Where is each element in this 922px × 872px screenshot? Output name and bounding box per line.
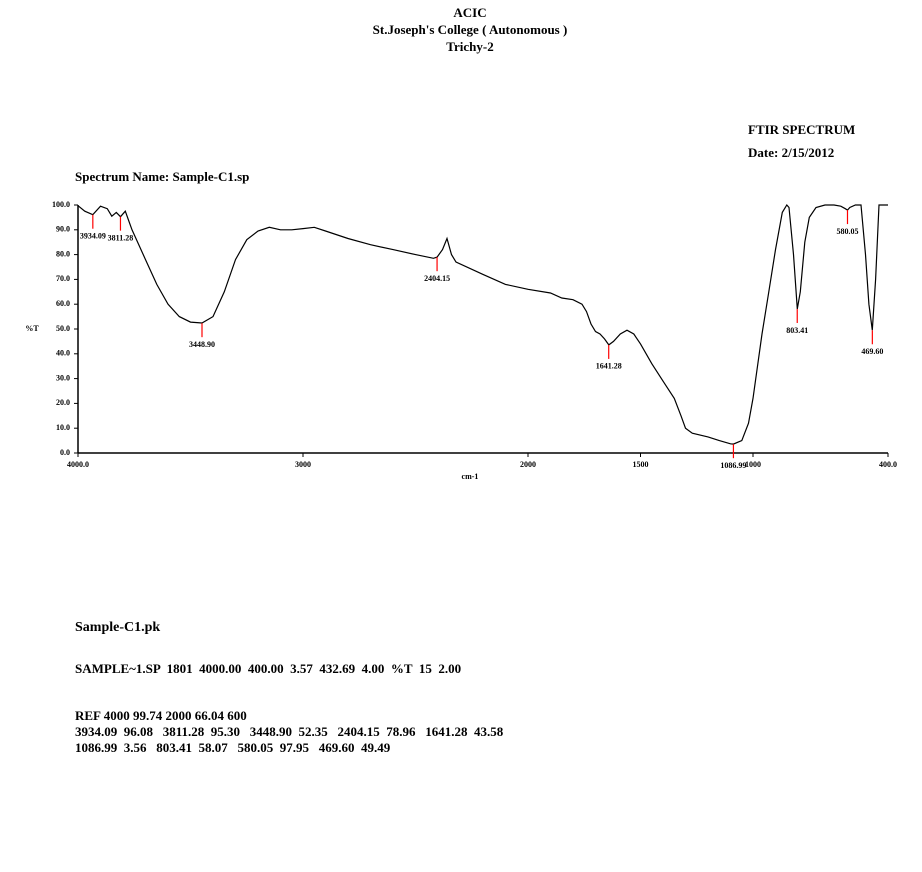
report-file: Sample-C1.pk [75, 620, 160, 635]
peak-label: 803.41 [786, 326, 808, 335]
y-tick-label: 20.0 [56, 398, 70, 407]
x-tick-label: 1000 [745, 460, 761, 469]
x-tick-label: 3000 [295, 460, 311, 469]
y-tick-label: 10.0 [56, 423, 70, 432]
y-tick-label: 100.0 [52, 200, 70, 209]
peak-label: 580.05 [836, 227, 858, 236]
spectrum-line [77, 203, 888, 445]
peak-label: 3811.28 [108, 233, 134, 242]
y-tick-label: 60.0 [56, 299, 70, 308]
report-line: 1086.99 3.56 803.41 58.07 580.05 97.95 4… [75, 740, 391, 755]
y-tick-label: 0.0 [60, 448, 70, 457]
y-tick-label: 40.0 [56, 349, 70, 358]
y-tick-label: 90.0 [56, 225, 70, 234]
y-tick-label: 30.0 [56, 373, 70, 382]
x-tick-label: 400.0 [879, 460, 897, 469]
peak-label: 2404.15 [424, 274, 450, 283]
chart-title: Spectrum Name: Sample-C1.sp [75, 169, 249, 184]
header-line: ACIC [453, 5, 486, 20]
report-date: Date: 2/15/2012 [748, 145, 834, 160]
report-line: REF 4000 99.74 2000 66.04 600 [75, 708, 247, 723]
peak-label: 3934.09 [80, 232, 106, 241]
y-tick-label: 80.0 [56, 249, 70, 258]
y-axis-label: %T [25, 324, 39, 333]
x-tick-label: 1500 [633, 460, 649, 469]
x-tick-label: 2000 [520, 460, 536, 469]
peak-label: 1641.28 [596, 362, 622, 371]
report-type: FTIR SPECTRUM [748, 122, 855, 137]
report-line: SAMPLE~1.SP 1801 4000.00 400.00 3.57 432… [75, 661, 461, 676]
header-line: St.Joseph's College ( Autonomous ) [373, 22, 568, 37]
x-axis-label: cm-1 [462, 472, 479, 481]
header-line: Trichy-2 [446, 39, 493, 54]
y-tick-label: 50.0 [56, 324, 70, 333]
report-line: 3934.09 96.08 3811.28 95.30 3448.90 52.3… [75, 724, 504, 739]
x-tick-label: 4000.0 [67, 460, 89, 469]
peak-label: 3448.90 [189, 340, 215, 349]
y-tick-label: 70.0 [56, 274, 70, 283]
peak-label: 1086.99 [720, 461, 746, 470]
peak-label: 469.60 [861, 347, 883, 356]
